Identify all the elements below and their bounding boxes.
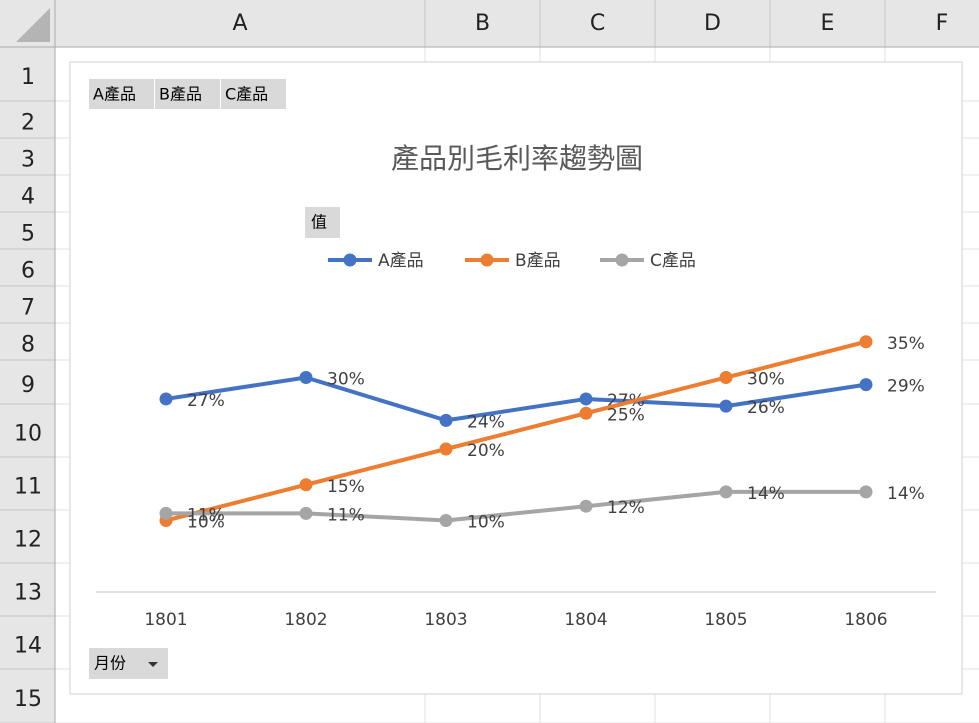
data-point [159,392,173,406]
series-line [165,375,867,423]
column-header[interactable]: D [704,11,721,36]
values-field-button[interactable] [305,207,340,238]
row-header[interactable]: 7 [21,296,35,321]
row-header[interactable]: 3 [21,148,35,173]
row-header-bar [0,0,55,723]
series-line [166,489,866,523]
data-point [299,478,313,492]
legend-field-label: A產品 [93,85,136,104]
data-point [159,506,173,520]
row-header[interactable]: 5 [21,222,35,247]
data-label: 35% [887,334,925,354]
data-point [579,392,593,406]
data-label: 29% [887,377,925,397]
data-label: 27% [187,391,225,411]
data-label: 30% [747,370,785,390]
data-label: 10% [187,513,225,533]
data-point [719,399,733,413]
data-point [439,514,453,527]
data-point [859,378,873,392]
select-all[interactable] [16,8,50,42]
column-header[interactable]: B [475,11,490,36]
row-header[interactable]: 13 [14,581,42,606]
legend-marker [615,253,629,267]
row-header[interactable]: 14 [14,634,42,659]
data-point [579,406,593,420]
dropdown-arrow [148,662,158,667]
column-header[interactable]: E [821,11,835,36]
data-label: 15% [327,477,365,497]
data-point [439,442,453,456]
data-point [859,485,873,499]
column-header[interactable]: C [590,11,605,36]
legend-label[interactable]: C產品 [650,251,696,271]
column-header[interactable]: F [936,11,949,36]
x-tick-label: 1803 [424,610,467,630]
data-point [859,335,873,349]
x-tick-label: 1805 [704,610,747,630]
legend-field-button[interactable] [155,79,220,109]
x-tick-label: 1804 [564,610,607,630]
row-header[interactable]: 15 [14,687,42,712]
data-label: 14% [747,484,785,504]
row-header[interactable]: 10 [14,422,42,447]
column-header-bar [0,0,979,47]
data-label: 24% [467,412,505,432]
row-header[interactable]: 4 [21,185,35,210]
values-field-label: 值 [311,213,327,232]
x-tick-label: 1802 [284,610,327,630]
data-point [439,413,453,427]
data-label: 20% [467,441,505,461]
legend-field-label: B產品 [159,85,202,104]
legend-field-button[interactable] [89,79,154,109]
row-header[interactable]: 11 [14,475,42,500]
data-label: 30% [327,370,365,390]
data-label: 11% [187,505,225,525]
data-label: 12% [607,498,645,518]
data-label: 25% [607,405,645,425]
row-header[interactable]: 8 [21,333,35,358]
chart-title: 產品別毛利率趨勢圖 [391,142,643,175]
x-tick-label: 1801 [144,610,187,630]
data-label: 26% [747,398,785,418]
x-tick-label: 1806 [844,610,887,630]
row-header[interactable]: 2 [21,111,35,136]
data-point [299,506,313,520]
column-header[interactable]: A [232,11,247,36]
series-line [165,339,867,523]
data-point [719,371,733,384]
legend-label[interactable]: B產品 [515,251,561,271]
row-header[interactable]: 9 [21,373,35,398]
legend-marker [343,253,357,267]
row-header[interactable]: 6 [21,259,35,284]
data-point [579,499,593,513]
data-label: 14% [887,484,925,504]
data-label: 11% [327,505,365,525]
data-point [299,371,313,384]
data-point [719,485,733,499]
data-label: 10% [467,513,505,533]
legend-field-button[interactable] [221,79,286,109]
row-header[interactable]: 1 [21,65,35,90]
legend-marker [480,253,494,267]
row-header[interactable]: 12 [14,528,42,553]
legend-label[interactable]: A產品 [378,251,424,271]
legend-field-label: C產品 [225,85,268,104]
axis-field-label: 月份 [94,654,126,673]
chart-area[interactable] [69,61,963,695]
